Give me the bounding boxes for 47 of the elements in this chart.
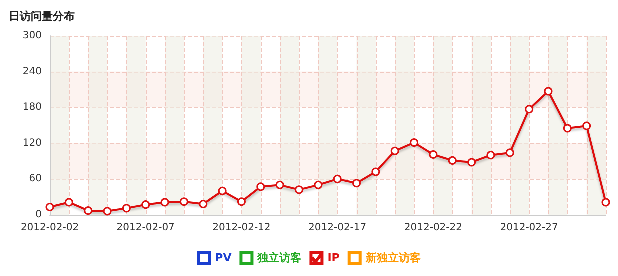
point	[199, 200, 208, 209]
point	[160, 198, 170, 207]
point	[486, 151, 496, 160]
point	[237, 198, 246, 206]
point	[103, 207, 112, 216]
point	[372, 168, 380, 176]
y-tick-label: 240	[22, 66, 42, 78]
y-tick-label: 180	[22, 102, 42, 114]
point	[180, 198, 188, 206]
y-tick-label: 120	[22, 138, 42, 149]
point	[218, 186, 227, 196]
point	[390, 146, 400, 156]
point	[276, 180, 284, 190]
point	[563, 124, 572, 133]
point	[506, 148, 514, 158]
x-tick-label: 2012-02-02	[20, 222, 80, 234]
x-tick-label: 2012-02-17	[308, 222, 367, 234]
x-tick-label: 2012-02-07	[116, 222, 175, 234]
y-tick-label: 60	[29, 174, 42, 185]
point	[84, 206, 93, 216]
point	[64, 198, 74, 207]
point	[295, 186, 304, 194]
x-tick-label: 2012-02-22	[404, 222, 463, 234]
point	[429, 150, 438, 159]
x-tick-label: 2012-02-12	[212, 222, 271, 234]
point	[46, 202, 54, 212]
x-tick-label: 2012-02-27	[500, 222, 558, 234]
y-tick-label: 300	[22, 30, 42, 42]
chart-title: 日访问量分布	[9, 10, 75, 23]
point	[544, 87, 553, 96]
point	[256, 182, 266, 192]
point	[468, 158, 476, 167]
point	[352, 179, 362, 188]
point	[410, 138, 419, 148]
point	[448, 156, 457, 165]
point	[122, 204, 131, 213]
point	[314, 180, 323, 190]
legend-label: 独立访客	[256, 252, 302, 264]
point	[142, 200, 150, 210]
y-tick-label: 0	[36, 210, 42, 220]
legend-label: 新独立访客	[364, 252, 421, 264]
point	[333, 174, 342, 184]
point	[582, 122, 592, 130]
legend-label: IP	[328, 252, 340, 264]
point	[525, 105, 534, 114]
legend-label: PV	[215, 252, 232, 264]
point	[602, 198, 610, 207]
